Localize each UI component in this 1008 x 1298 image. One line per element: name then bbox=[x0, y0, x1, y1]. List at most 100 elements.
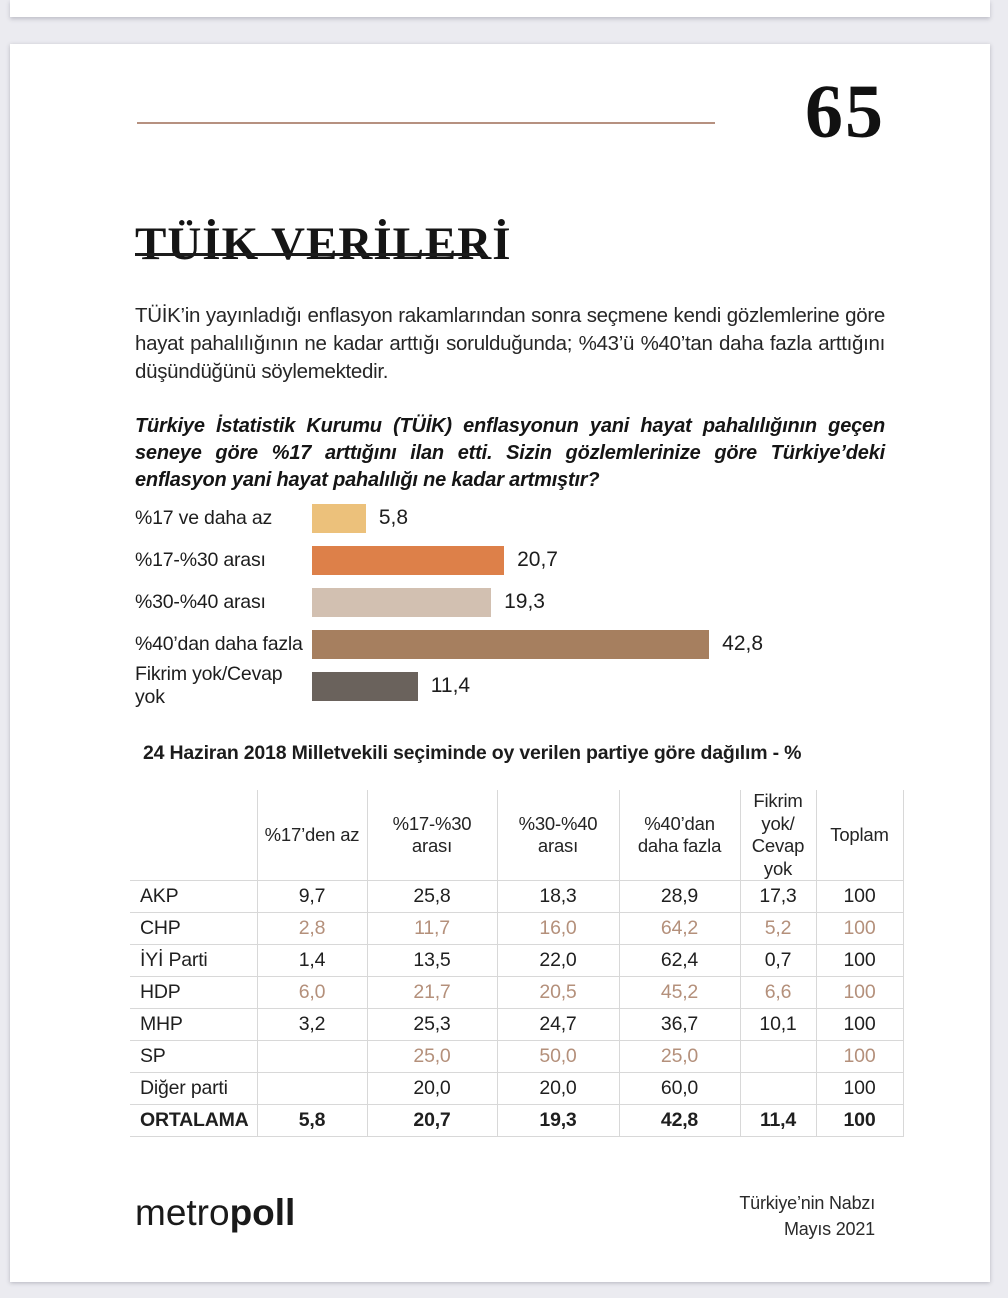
chart-row: %40’dan daha fazla 42,8 bbox=[135, 623, 925, 665]
table-cell: 45,2 bbox=[618, 976, 740, 1010]
chart-row: %17-%30 arası 20,7 bbox=[135, 539, 925, 581]
table-cell: 6,6 bbox=[739, 976, 816, 1010]
table-cell: 28,9 bbox=[618, 880, 740, 914]
chart-row: %17 ve daha az 5,8 bbox=[135, 497, 925, 539]
table-cell: 1,4 bbox=[256, 944, 367, 978]
table-header-cell: %40’dan daha fazla bbox=[618, 790, 740, 882]
page-title: TÜİK VERİLERİ bbox=[135, 218, 512, 271]
chart-bar bbox=[312, 587, 492, 617]
table-row-label: İYİ Parti bbox=[130, 944, 257, 978]
table-cell: 5,8 bbox=[256, 1104, 367, 1138]
table-cell: 11,7 bbox=[366, 912, 497, 946]
table-cell: 11,4 bbox=[739, 1104, 816, 1138]
title-underline bbox=[135, 253, 485, 256]
table-cell: 20,7 bbox=[366, 1104, 497, 1138]
table-header-cell: Toplam bbox=[815, 790, 904, 882]
table-cell: 100 bbox=[815, 1008, 904, 1042]
table-row: MHP 3,2 25,3 24,7 36,7 10,1 100 bbox=[130, 1008, 904, 1042]
table-cell: 100 bbox=[815, 976, 904, 1010]
table-row-label: MHP bbox=[130, 1008, 257, 1042]
table-header-cell: %17-%30 arası bbox=[366, 790, 497, 882]
table-header-cell: Fikrim yok/ Cevap yok bbox=[739, 790, 816, 882]
table-cell: 6,0 bbox=[256, 976, 367, 1010]
chart-value-label: 19,3 bbox=[504, 590, 545, 613]
table-row-label: Diğer parti bbox=[130, 1072, 257, 1106]
table-title: 24 Haziran 2018 Milletvekili seçiminde o… bbox=[143, 742, 802, 764]
table-cell: 100 bbox=[815, 1072, 904, 1106]
table-row: SP 25,0 50,0 25,0 100 bbox=[130, 1040, 904, 1074]
table-cell: 25,0 bbox=[618, 1040, 740, 1074]
chart-value-label: 42,8 bbox=[722, 632, 764, 655]
table-cell: 100 bbox=[815, 1040, 904, 1074]
table-header-cell: %17’den az bbox=[256, 790, 367, 882]
table-cell: 64,2 bbox=[618, 912, 740, 946]
table-cell: 19,3 bbox=[496, 1104, 619, 1138]
chart-category-label: Fikrim yok/Cevap yok bbox=[135, 663, 283, 708]
table-cell bbox=[739, 1072, 816, 1106]
table-cell: 20,5 bbox=[496, 976, 619, 1010]
intro-paragraph: TÜİK’in yayınladığı enflasyon rakamların… bbox=[135, 303, 885, 383]
table-cell: 9,7 bbox=[256, 880, 367, 914]
table-row: ORTALAMA 5,8 20,7 19,3 42,8 11,4 100 bbox=[130, 1104, 904, 1138]
chart-bar bbox=[312, 545, 505, 575]
chart-bar bbox=[312, 503, 366, 533]
table-cell: 36,7 bbox=[618, 1008, 740, 1042]
table-cell: 25,3 bbox=[366, 1008, 497, 1042]
table-cell: 10,1 bbox=[739, 1008, 816, 1042]
chart-category-label: %30-%40 arası bbox=[135, 590, 266, 613]
table-cell: 22,0 bbox=[496, 944, 619, 978]
table-cell: 18,3 bbox=[496, 880, 619, 914]
table-header-row: %17’den az %17-%30 arası %30-%40 arası %40’… bbox=[130, 790, 904, 882]
table-cell: 25,0 bbox=[366, 1040, 497, 1074]
table-cell bbox=[739, 1040, 816, 1074]
table-cell: 5,2 bbox=[739, 912, 816, 946]
table-cell: 3,2 bbox=[256, 1008, 367, 1042]
table-header-cell: %30-%40 arası bbox=[496, 790, 619, 882]
chart-value-label: 20,7 bbox=[517, 548, 558, 571]
chart-value-label: 5,8 bbox=[378, 506, 409, 529]
table-cell: 20,0 bbox=[496, 1072, 619, 1106]
table-cell: 16,0 bbox=[496, 912, 619, 946]
table-cell: 100 bbox=[815, 880, 904, 914]
bar-chart: %17 ve daha az 5,8 %17-%30 arası 20,7 %30-%4… bbox=[135, 497, 925, 708]
table-cell: 2,8 bbox=[256, 912, 367, 946]
chart-bar bbox=[312, 629, 710, 659]
table-row-label: SP bbox=[130, 1040, 257, 1074]
chart-row: Fikrim yok/Cevap yok 11,4 bbox=[135, 663, 925, 708]
table-row-label: ORTALAMA bbox=[130, 1104, 257, 1138]
table-row-label: CHP bbox=[130, 912, 257, 946]
chart-category-label: %17-%30 arası bbox=[135, 548, 266, 571]
chart-category-label: %40’dan daha fazla bbox=[135, 632, 303, 655]
table-cell: 60,0 bbox=[618, 1072, 740, 1106]
survey-question: Türkiye İstatistik Kurumu (TÜİK) enflasy… bbox=[135, 415, 885, 491]
table-cell: 42,8 bbox=[618, 1104, 740, 1138]
table-row: CHP 2,8 11,7 16,0 64,2 5,2 100 bbox=[130, 912, 904, 946]
footer-report-date: Mayıs 2021 bbox=[783, 1219, 875, 1239]
table-row-label: AKP bbox=[130, 880, 257, 914]
table-cell: 17,3 bbox=[739, 880, 816, 914]
table-row-label: HDP bbox=[130, 976, 257, 1010]
table-row: HDP 6,0 21,7 20,5 45,2 6,6 100 bbox=[130, 976, 904, 1010]
table-header-cell bbox=[130, 790, 257, 882]
table-cell bbox=[256, 1040, 367, 1074]
metropoll-logo: metropoll bbox=[135, 1192, 295, 1234]
chart-row: %30-%40 arası 19,3 bbox=[135, 581, 925, 623]
report-page: 65 TÜİK VERİLERİ TÜİK’in yayınladığı enf… bbox=[10, 44, 990, 1282]
party-breakdown-table: %17’den az %17-%30 arası %30-%40 arası %40’… bbox=[130, 790, 904, 1138]
previous-page-edge bbox=[10, 0, 990, 17]
footer-report-info: Türkiye’nin Nabzı Mayıs 2021 bbox=[575, 1190, 875, 1242]
table-cell: 62,4 bbox=[618, 944, 740, 978]
table-cell: 20,0 bbox=[366, 1072, 497, 1106]
table-cell bbox=[256, 1072, 367, 1106]
chart-category-label: %17 ve daha az bbox=[135, 506, 273, 529]
table-row: Diğer parti 20,0 20,0 60,0 100 bbox=[130, 1072, 904, 1106]
table-cell: 100 bbox=[815, 1104, 904, 1138]
footer-report-name: Türkiye’nin Nabzı bbox=[739, 1193, 875, 1213]
page-number: 65 bbox=[805, 70, 885, 154]
table-cell: 100 bbox=[815, 944, 904, 978]
table-row: İYİ Parti 1,4 13,5 22,0 62,4 0,7 100 bbox=[130, 944, 904, 978]
table-cell: 13,5 bbox=[366, 944, 497, 978]
header-rule bbox=[137, 122, 715, 124]
table-cell: 21,7 bbox=[366, 976, 497, 1010]
chart-value-label: 11,4 bbox=[430, 674, 471, 697]
